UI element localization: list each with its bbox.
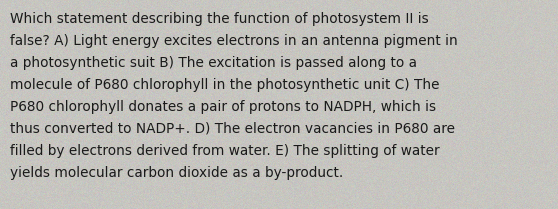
Text: Which statement describing the function of photosystem II is: Which statement describing the function … bbox=[10, 12, 429, 26]
Text: false? A) Light energy excites electrons in an antenna pigment in: false? A) Light energy excites electrons… bbox=[10, 34, 458, 48]
Text: P680 chlorophyll donates a pair of protons to NADPH, which is: P680 chlorophyll donates a pair of proto… bbox=[10, 100, 436, 114]
Text: thus converted to NADP+. D) The electron vacancies in P680 are: thus converted to NADP+. D) The electron… bbox=[10, 122, 455, 136]
Text: yields molecular carbon dioxide as a by-product.: yields molecular carbon dioxide as a by-… bbox=[10, 166, 343, 180]
Text: molecule of P680 chlorophyll in the photosynthetic unit C) The: molecule of P680 chlorophyll in the phot… bbox=[10, 78, 440, 92]
Text: a photosynthetic suit B) The excitation is passed along to a: a photosynthetic suit B) The excitation … bbox=[10, 56, 417, 70]
Text: filled by electrons derived from water. E) The splitting of water: filled by electrons derived from water. … bbox=[10, 144, 440, 158]
